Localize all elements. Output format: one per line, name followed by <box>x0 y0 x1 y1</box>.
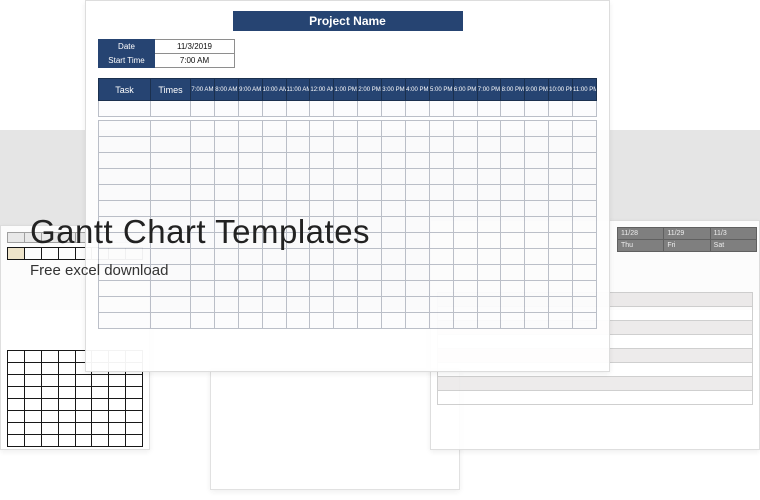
gantt-row <box>99 121 597 137</box>
day-header: Sat <box>710 240 756 252</box>
meta-date-value: 11/3/2019 <box>155 40 235 54</box>
gantt-row <box>99 281 597 297</box>
col-hour: 11:00 AM <box>286 79 310 101</box>
col-hour: 7:00 PM <box>477 79 501 101</box>
col-hour: 1:00 PM <box>334 79 358 101</box>
gantt-row <box>99 297 597 313</box>
meta-start-value: 7:00 AM <box>155 54 235 68</box>
col-hour: 11:00 PM <box>573 79 597 101</box>
col-task: Task <box>99 79 151 101</box>
page-title: Gantt Chart Templates <box>30 213 370 251</box>
template-preview-main: Project Name Date 11/3/2019 Start Time 7… <box>85 0 610 372</box>
col-hour: 5:00 PM <box>429 79 453 101</box>
col-hour: 8:00 PM <box>501 79 525 101</box>
date-header: 11/28 <box>618 228 664 240</box>
gantt-row <box>99 137 597 153</box>
col-hour: 10:00 AM <box>262 79 286 101</box>
day-header: Fri <box>664 240 710 252</box>
col-hour: 4:00 PM <box>405 79 429 101</box>
gantt-table: TaskTimes7:00 AM8:00 AM9:00 AM10:00 AM11… <box>98 78 597 329</box>
gantt-row <box>99 153 597 169</box>
col-hour: 8:00 AM <box>214 79 238 101</box>
date-header: 11/29 <box>664 228 710 240</box>
meta-date-label: Date <box>99 40 155 54</box>
gantt-row <box>99 101 597 117</box>
col-hour: 3:00 PM <box>382 79 406 101</box>
col-hour: 10:00 PM <box>549 79 573 101</box>
col-hour: 7:00 AM <box>191 79 215 101</box>
col-times: Times <box>151 79 191 101</box>
col-hour: 2:00 PM <box>358 79 382 101</box>
meta-table: Date 11/3/2019 Start Time 7:00 AM <box>98 39 235 68</box>
gantt-row <box>99 265 597 281</box>
col-hour: 9:00 PM <box>525 79 549 101</box>
page-subtitle: Free excel download <box>30 262 168 279</box>
sheet-title: Project Name <box>233 11 463 31</box>
col-hour: 6:00 PM <box>453 79 477 101</box>
col-hour: 12:00 AM <box>310 79 334 101</box>
gantt-row <box>99 313 597 329</box>
date-header: 11/3 <box>710 228 756 240</box>
gantt-row <box>99 169 597 185</box>
meta-start-label: Start Time <box>99 54 155 68</box>
template-preview-faint <box>210 370 460 490</box>
gantt-row <box>99 185 597 201</box>
col-hour: 9:00 AM <box>238 79 262 101</box>
day-header: Thu <box>618 240 664 252</box>
